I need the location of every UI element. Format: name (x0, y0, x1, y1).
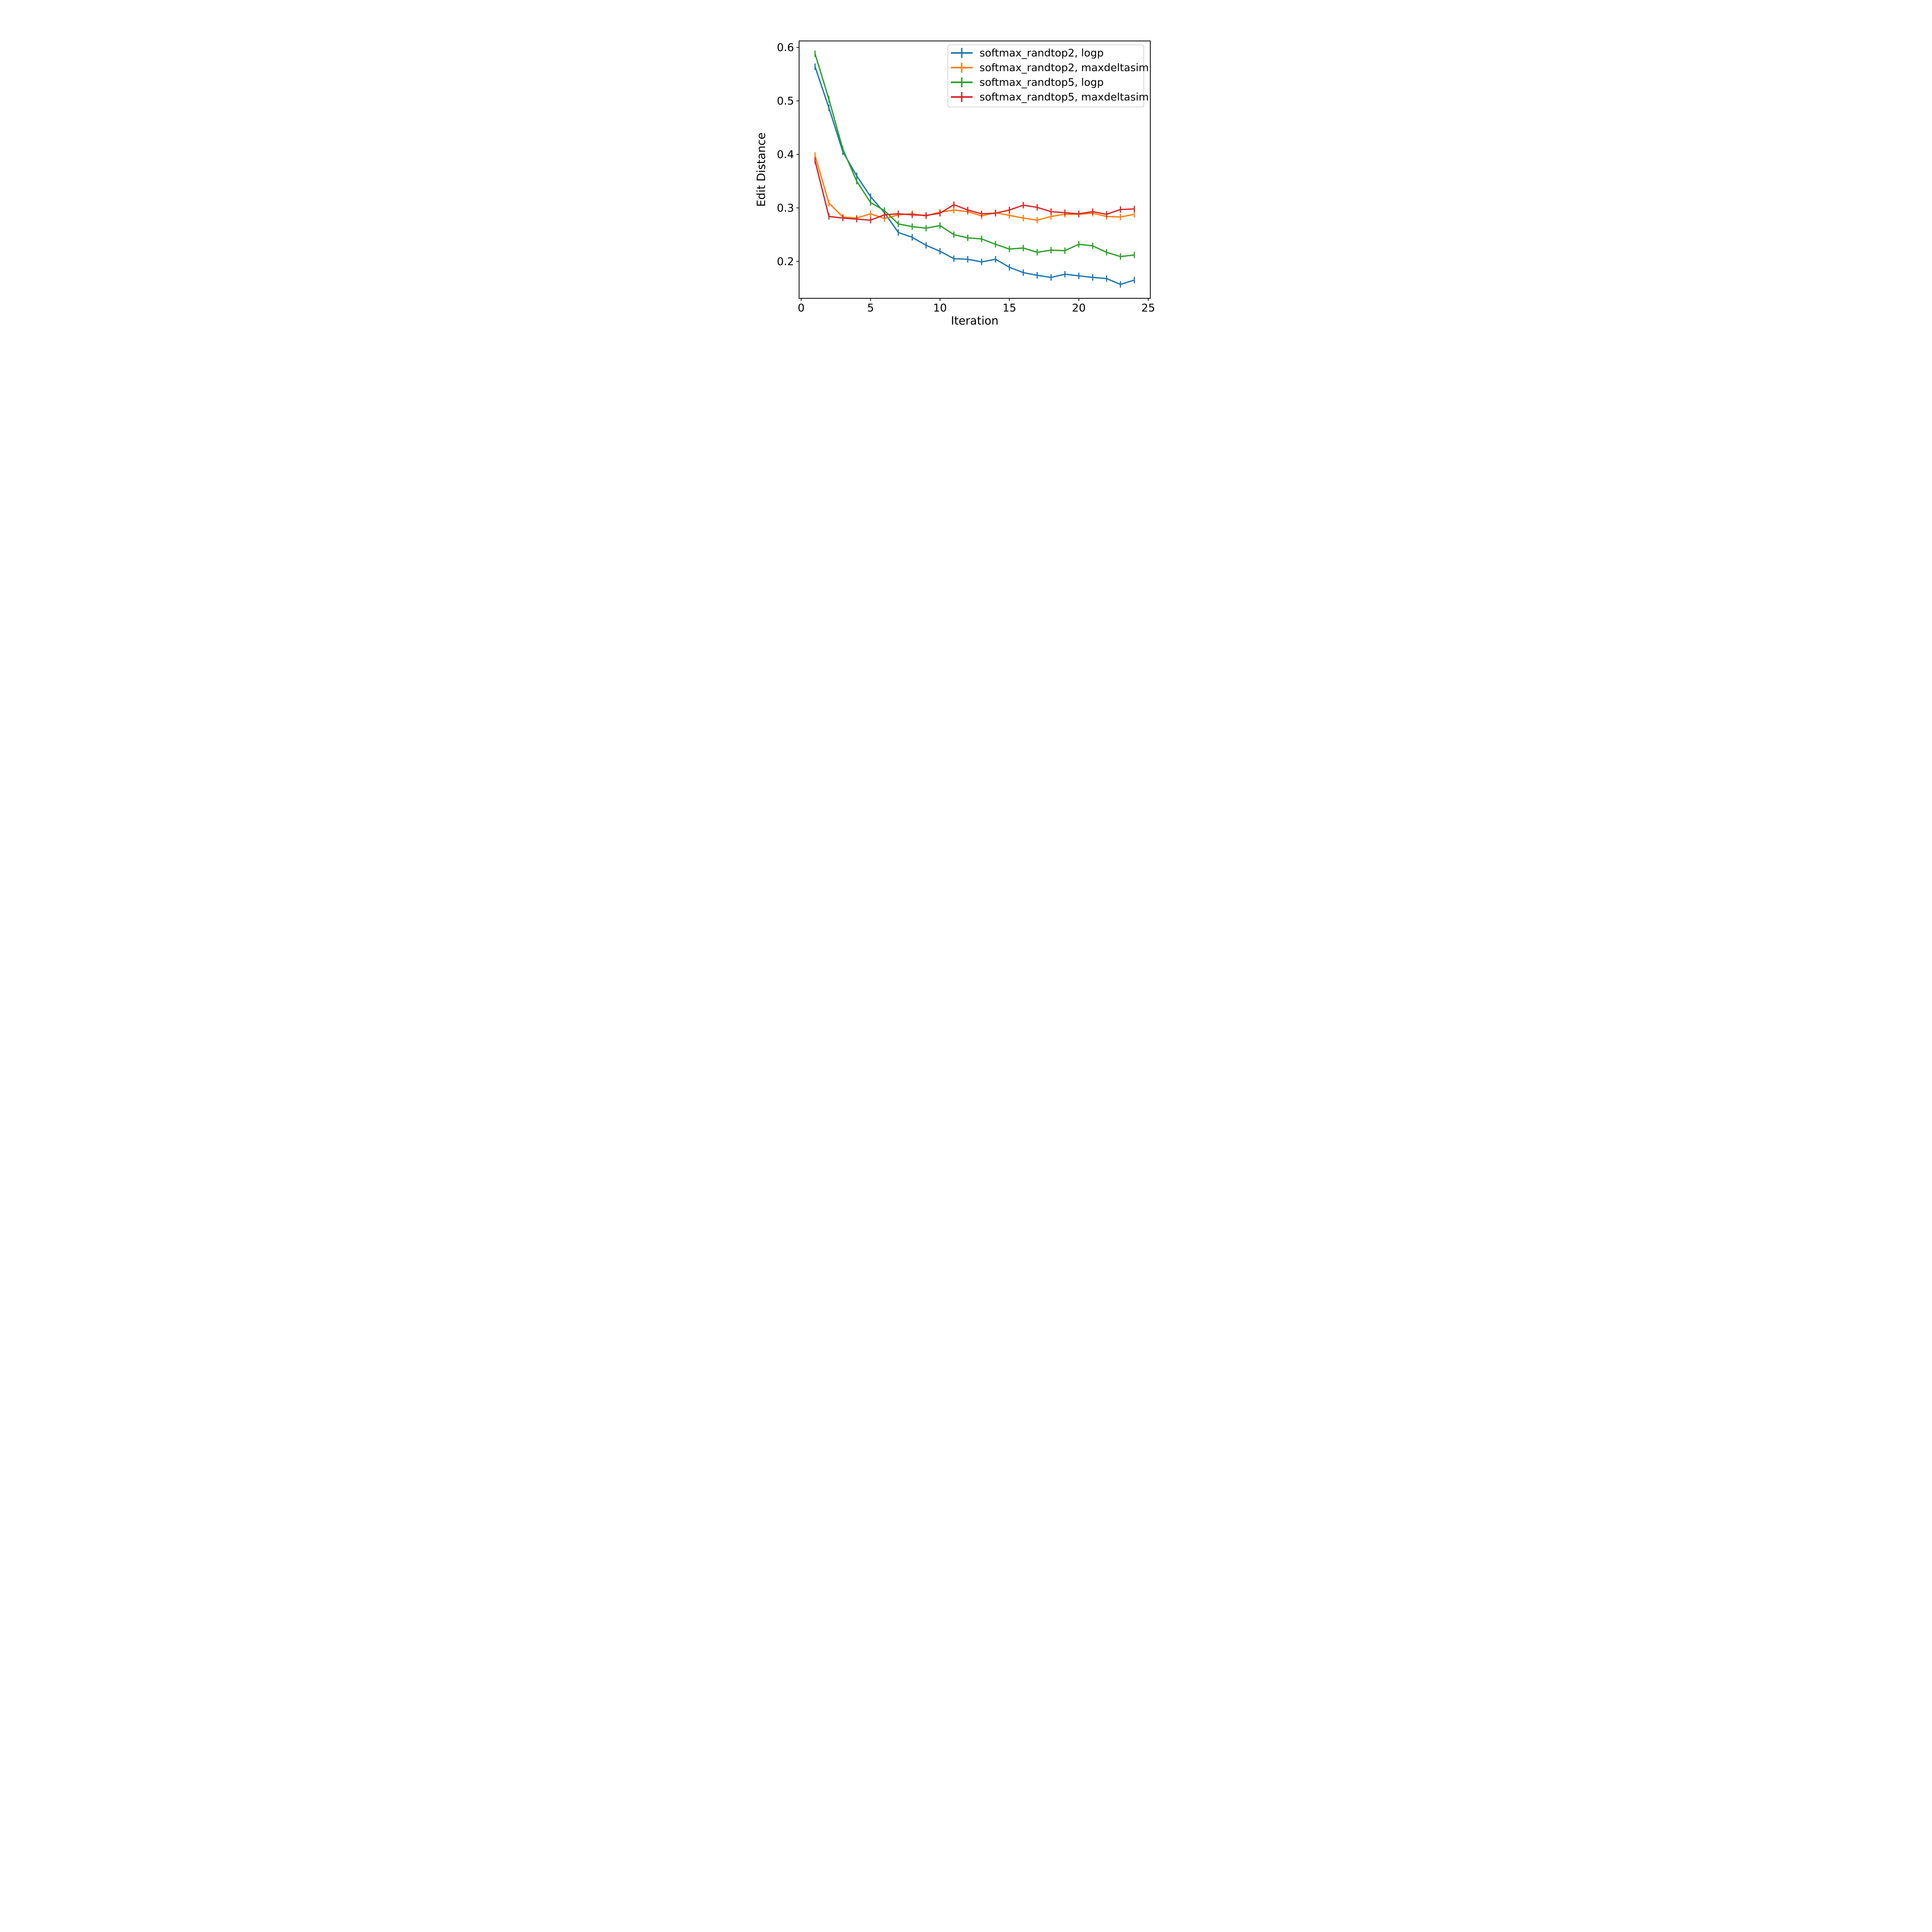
x-tick-label: 0 (798, 301, 804, 314)
series-red (814, 157, 1135, 224)
x-tick-label: 5 (867, 301, 874, 314)
legend-entry: softmax_randtop2, maxdeltasim (951, 62, 1149, 74)
x-axis-title: Iteration (951, 314, 998, 327)
series-line (814, 155, 1135, 221)
legend-frame (947, 44, 1144, 107)
chart-figure: 0 5 10 15 20 25 Iteration 0.2 0.3 0.4 0.5 0.6 Edit D… (743, 0, 1189, 334)
y-axis-title: Edit Distance (755, 133, 768, 207)
legend-label: softmax_randtop2, logp (980, 47, 1104, 59)
series-line (814, 66, 1135, 285)
axes-spines (799, 41, 1151, 299)
legend: softmax_randtop2, logp softmax_randtop2, … (947, 44, 1149, 107)
legend-entry: softmax_randtop5, logp (951, 77, 1104, 88)
series-green (814, 50, 1135, 260)
x-tick-label: 10 (933, 301, 947, 314)
legend-entry: softmax_randtop5, maxdeltasim (951, 91, 1149, 103)
y-tick-label: 0.5 (777, 95, 794, 107)
legend-label: softmax_randtop5, maxdeltasim (980, 91, 1149, 103)
y-axis: 0.2 0.3 0.4 0.5 0.6 Edit Distance (755, 41, 799, 268)
series-line (814, 160, 1134, 221)
y-tick-label: 0.4 (777, 148, 794, 161)
y-tick-label: 0.2 (777, 255, 794, 268)
line-chart: 0 5 10 15 20 25 Iteration 0.2 0.3 0.4 0.5 0.6 Edit D… (743, 0, 1189, 334)
y-tick-label: 0.3 (777, 202, 794, 214)
y-tick-label: 0.6 (777, 41, 794, 54)
x-tick-label: 15 (1003, 301, 1017, 314)
x-tick-label: 20 (1072, 301, 1086, 314)
x-tick-label: 25 (1141, 301, 1155, 314)
series-line (814, 53, 1134, 257)
x-axis: 0 5 10 15 20 25 Iteration (798, 298, 1155, 327)
legend-entry: softmax_randtop2, logp (951, 47, 1104, 59)
legend-label: softmax_randtop2, maxdeltasim (980, 62, 1149, 74)
legend-label: softmax_randtop5, logp (980, 77, 1104, 88)
